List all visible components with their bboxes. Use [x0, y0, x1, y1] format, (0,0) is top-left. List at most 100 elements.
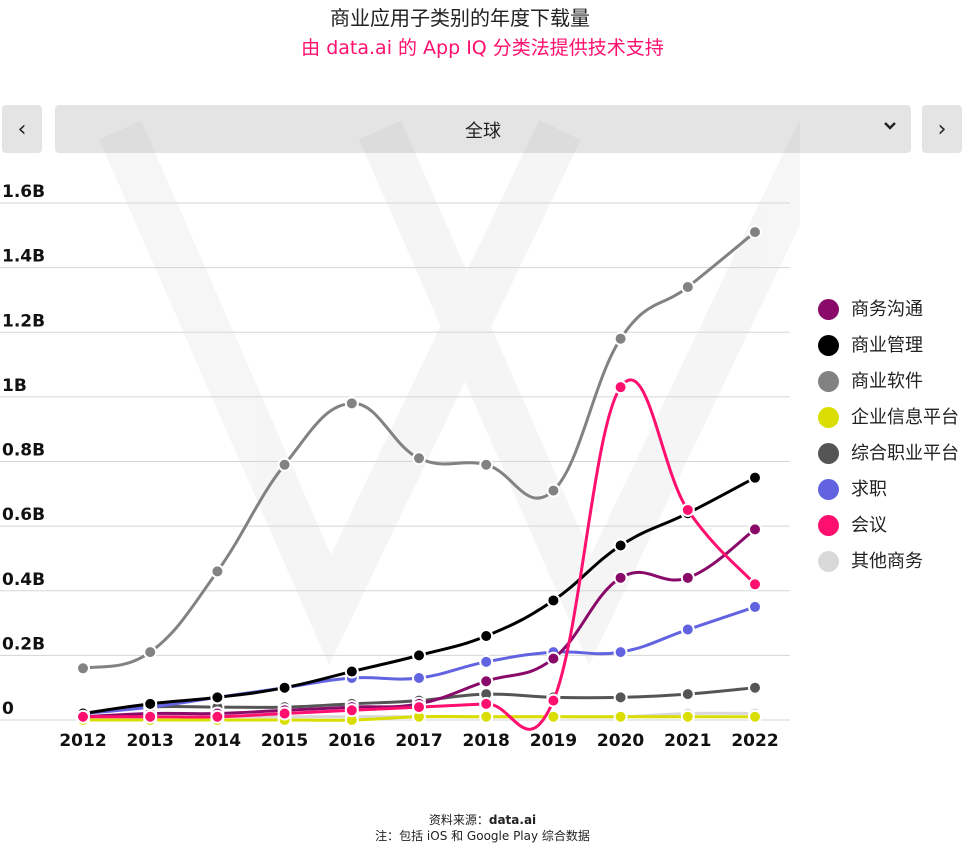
data-point [344, 664, 359, 679]
data-point [210, 690, 225, 705]
x-tick-label: 2015 [261, 731, 308, 751]
x-tick-label: 2012 [59, 731, 106, 751]
data-point [277, 457, 292, 472]
x-tick-label: 2014 [194, 731, 241, 751]
data-point [546, 693, 561, 708]
data-point [680, 280, 695, 295]
y-tick-label: 0.8B [2, 441, 45, 461]
source-name: data.ai [488, 813, 537, 827]
series-line [82, 528, 756, 719]
legend-swatch [818, 443, 839, 464]
data-point [748, 599, 762, 614]
data-point [479, 696, 494, 711]
legend-label: 商业软件 [851, 371, 923, 392]
data-point [277, 680, 292, 695]
data-point [412, 670, 426, 685]
data-point [76, 661, 90, 676]
chart-title: 商业应用子类别的年度下载量 [330, 6, 590, 30]
legend-swatch [818, 299, 839, 320]
chart-subtitle: 由 data.ai 的 App IQ 分类法提供技术支持 [301, 37, 664, 59]
data-point [748, 522, 762, 537]
data-point [479, 709, 494, 724]
data-point [546, 483, 561, 498]
legend-item[interactable]: 商业软件 [818, 370, 963, 394]
data-point [143, 696, 158, 711]
legend-item[interactable]: 会议 [818, 514, 963, 538]
legend-swatch [818, 371, 839, 392]
legend-swatch [818, 479, 839, 500]
source-note: 资料来源：data.ai [0, 811, 965, 828]
legend-label: 求职 [851, 479, 887, 500]
data-point [412, 700, 426, 715]
data-point [748, 225, 762, 240]
legend-item[interactable]: 商业管理 [818, 334, 963, 358]
chevron-down-icon [883, 117, 897, 140]
legend-swatch [818, 335, 839, 356]
y-tick-label: 1.4B [2, 247, 45, 267]
footnote: 注：包括 iOS 和 Google Play 综合数据 [375, 829, 590, 843]
legend-swatch [818, 407, 839, 428]
data-point [143, 709, 158, 724]
legend-swatch [818, 551, 839, 572]
data-point [479, 628, 494, 643]
data-point [613, 709, 628, 724]
data-point [76, 709, 90, 724]
data-point [344, 396, 359, 411]
x-tick-label: 2016 [328, 731, 375, 751]
data-point [680, 687, 695, 702]
x-tick-label: 2018 [463, 731, 510, 751]
data-point [613, 645, 628, 660]
chevron-right-icon: › [937, 116, 947, 142]
data-point [748, 709, 762, 724]
legend-item[interactable]: 其他商务 [818, 550, 963, 574]
y-tick-label: 0.2B [2, 634, 45, 654]
legend-label: 综合职业平台 [851, 443, 959, 464]
data-point [613, 331, 628, 346]
legend-label: 商业管理 [851, 335, 923, 356]
y-tick-label: 0 [2, 699, 14, 719]
source-prefix: 资料来源： [428, 813, 489, 827]
x-tick-label: 2019 [530, 731, 577, 751]
legend-label: 商务沟通 [851, 299, 923, 320]
x-tick-label: 2021 [664, 731, 711, 751]
legend-label: 企业信息平台 [851, 407, 959, 428]
previous-button[interactable]: ‹ [2, 105, 42, 153]
data-point [546, 651, 561, 666]
data-point [748, 470, 762, 485]
data-point [479, 674, 494, 689]
data-point [210, 564, 225, 579]
legend-item[interactable]: 求职 [818, 478, 963, 502]
data-point [680, 709, 695, 724]
region-dropdown[interactable]: 全球 [55, 105, 911, 153]
data-point [748, 680, 762, 695]
data-point [344, 703, 359, 718]
x-tick-label: 2017 [395, 731, 442, 751]
watermark-stroke [98, 120, 581, 666]
x-tick-label: 2013 [127, 731, 174, 751]
data-point [412, 451, 426, 466]
legend-item[interactable]: 商务沟通 [818, 298, 963, 322]
y-tick-label: 0.4B [2, 570, 45, 590]
data-point [680, 622, 695, 637]
next-button[interactable]: › [922, 105, 962, 153]
data-point [680, 502, 695, 517]
data-point [680, 570, 695, 585]
data-point [143, 645, 158, 660]
data-point [210, 709, 225, 724]
legend-label: 会议 [851, 515, 887, 536]
data-point [613, 570, 628, 585]
chart-legend: 商务沟通商业管理商业软件企业信息平台 综合职业平台 求职会议其他商务 [818, 298, 963, 586]
y-tick-label: 1.2B [2, 311, 45, 331]
line-chart: 0 0.2B 0.4B 0.6B 0.8B 1B 1.2B 1.4B 1.6B 2012 2013 2… [0, 120, 790, 751]
data-point [546, 709, 561, 724]
data-point [479, 654, 494, 669]
chevron-left-icon: ‹ [17, 116, 27, 142]
data-point [412, 648, 426, 663]
y-tick-label: 0.6B [2, 505, 45, 525]
legend-item[interactable]: 综合职业平台 [818, 442, 963, 466]
x-tick-label: 2022 [731, 731, 778, 751]
y-tick-label: 1B [2, 376, 27, 396]
legend-item[interactable]: 企业信息平台 [818, 406, 963, 430]
y-tick-label: 1.6B [2, 182, 45, 202]
region-selected-value: 全球 [465, 121, 501, 142]
